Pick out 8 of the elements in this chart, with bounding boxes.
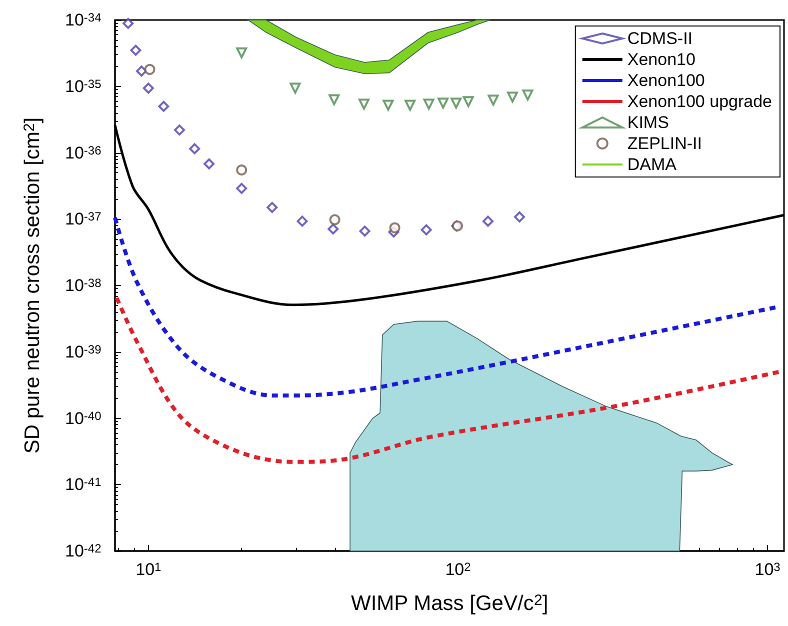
y-axis-title: SD pure neutron cross section [cm2] bbox=[21, 117, 44, 454]
legend-label: Xenon100 upgrade bbox=[627, 92, 772, 111]
legend-label: KIMS bbox=[627, 113, 669, 132]
legend-label: DAMA bbox=[627, 155, 678, 174]
legend-label: Xenon10 bbox=[627, 50, 696, 69]
legend-label: Xenon100 bbox=[627, 71, 705, 90]
legend-label: ZEPLIN-II bbox=[627, 134, 702, 153]
legend-label: CDMS-II bbox=[627, 29, 693, 48]
